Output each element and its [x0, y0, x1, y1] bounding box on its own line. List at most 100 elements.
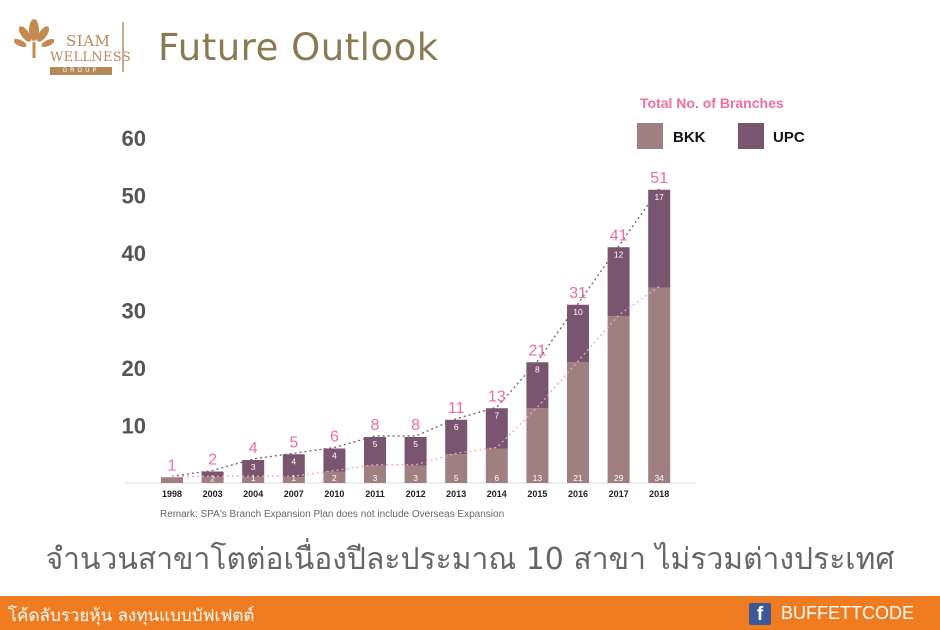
upc-segment-label: 4	[332, 451, 337, 461]
trend-line-total	[171, 188, 660, 477]
x-tick-label: 2018	[649, 489, 669, 499]
upc-segment-label: 12	[614, 249, 624, 259]
x-tick-label: 2016	[568, 489, 588, 499]
bar-upc	[201, 471, 224, 478]
bar-bkk	[161, 477, 183, 483]
upc-segment-label: 8	[535, 364, 540, 374]
bkk-segment-label: 3	[413, 473, 418, 483]
x-tick-label: 1998	[162, 489, 182, 499]
x-tick-label: 2014	[487, 489, 507, 499]
total-value-label: 31	[569, 285, 587, 302]
bar-bkk	[201, 477, 224, 483]
y-tick-label: 40	[122, 241, 146, 266]
legend-label-upc: UPC	[773, 129, 805, 146]
bkk-segment-label: 21	[573, 473, 583, 483]
logo-text-group: GROUP	[50, 67, 112, 75]
bar-bkk	[282, 477, 305, 483]
bar-bkk	[404, 465, 427, 483]
x-tick-label: 2010	[324, 489, 344, 499]
total-value-label: 11	[448, 400, 465, 417]
legend-title: Total No. of Branches	[640, 95, 784, 111]
upc-segment-label: 17	[654, 192, 664, 202]
thai-caption: จำนวนสาขาโตต่อเนื่องปีละประมาณ 10 สาขา ไ…	[45, 542, 895, 577]
legend-swatch-upc	[738, 123, 764, 149]
total-value-label: 4	[249, 440, 258, 457]
x-tick-label: 2012	[406, 489, 426, 499]
upc-segment-label: 7	[494, 410, 499, 420]
bkk-segment-label: 29	[614, 473, 624, 483]
total-value-label: 2	[208, 452, 217, 469]
bar-upc	[242, 460, 265, 478]
upc-segment-label: 2	[210, 474, 215, 484]
bar-bkk	[485, 448, 508, 483]
upc-segment-label: 5	[413, 439, 418, 449]
lotus-icon	[14, 19, 54, 58]
bar-bkk	[445, 454, 468, 483]
legend-label-bkk: BKK	[673, 129, 706, 146]
y-tick-label: 60	[122, 126, 146, 151]
y-tick-label: 10	[122, 414, 146, 439]
upc-segment-label: 4	[291, 456, 296, 466]
bkk-segment-label: 6	[494, 473, 499, 483]
logo-text-siam: SIAM	[66, 32, 111, 50]
total-value-label: 6	[330, 429, 339, 446]
trend-line-bkk	[172, 285, 660, 477]
bkk-segment-label: 5	[454, 473, 459, 483]
bar-upc	[404, 437, 427, 466]
y-tick-label: 30	[122, 299, 146, 324]
x-tick-label: 2007	[284, 489, 304, 499]
facebook-icon[interactable]: f	[749, 603, 771, 625]
bkk-segment-label: 13	[533, 473, 543, 483]
total-value-label: 41	[610, 227, 628, 244]
bar-upc	[567, 304, 589, 363]
x-tick-label: 2017	[609, 489, 629, 499]
logo-text-wellness: WELLNESS	[50, 50, 131, 65]
bar-upc	[485, 408, 508, 449]
x-tick-label: 2003	[203, 489, 223, 499]
x-tick-label: 2011	[365, 489, 385, 499]
bkk-segment-label: 3	[373, 473, 378, 483]
total-value-label: 1	[168, 457, 177, 474]
bar-upc	[445, 419, 468, 455]
x-tick-label: 2004	[243, 489, 263, 499]
bkk-segment-label: 1	[251, 473, 256, 483]
bar-bkk	[648, 287, 671, 483]
bar-upc	[282, 454, 305, 478]
legend-swatch-bkk	[637, 123, 663, 149]
bar-bkk	[567, 362, 589, 483]
bar-upc	[323, 448, 346, 472]
upc-segment-label: 6	[454, 422, 459, 432]
total-value-label: 8	[411, 417, 420, 434]
bar-bkk	[607, 316, 630, 483]
page-title: Future Outlook	[158, 26, 439, 69]
total-value-label: 5	[289, 434, 298, 451]
total-value-label: 51	[650, 170, 668, 187]
bar-bkk	[364, 465, 386, 483]
upc-segment-label: 3	[251, 462, 256, 472]
footer-bar: โค้ดลับรวยหุ้น ลงทุนแบบบัฟเฟตต์	[0, 596, 940, 630]
total-value-label: 8	[371, 417, 380, 434]
y-tick-label: 50	[122, 184, 146, 209]
y-tick-label: 20	[122, 356, 146, 381]
footer-slogan: โค้ดลับรวยหุ้น ลงทุนแบบบัฟเฟตต์	[8, 606, 255, 626]
bar-bkk	[242, 477, 265, 483]
upc-segment-label: 5	[373, 439, 378, 449]
chart-remark: Remark: SPA's Branch Expansion Plan does…	[160, 509, 504, 520]
title-divider	[122, 22, 124, 72]
total-value-label: 21	[529, 342, 547, 359]
bar-upc	[526, 362, 549, 409]
bkk-segment-label: 2	[332, 473, 337, 483]
bar-upc	[648, 189, 671, 288]
siam-wellness-logo: SIAM WELLNESS GROUP	[14, 14, 131, 78]
bkk-segment-label: 1	[291, 473, 296, 483]
bar-upc	[364, 437, 386, 466]
bar-bkk	[323, 471, 346, 483]
bar-upc	[607, 247, 630, 317]
bar-bkk	[526, 408, 549, 483]
facebook-page-name[interactable]: BUFFETTCODE	[781, 603, 914, 623]
total-value-label: 13	[488, 388, 506, 405]
x-tick-label: 2015	[527, 489, 547, 499]
x-tick-label: 2013	[446, 489, 466, 499]
bkk-segment-label: 34	[654, 473, 664, 483]
